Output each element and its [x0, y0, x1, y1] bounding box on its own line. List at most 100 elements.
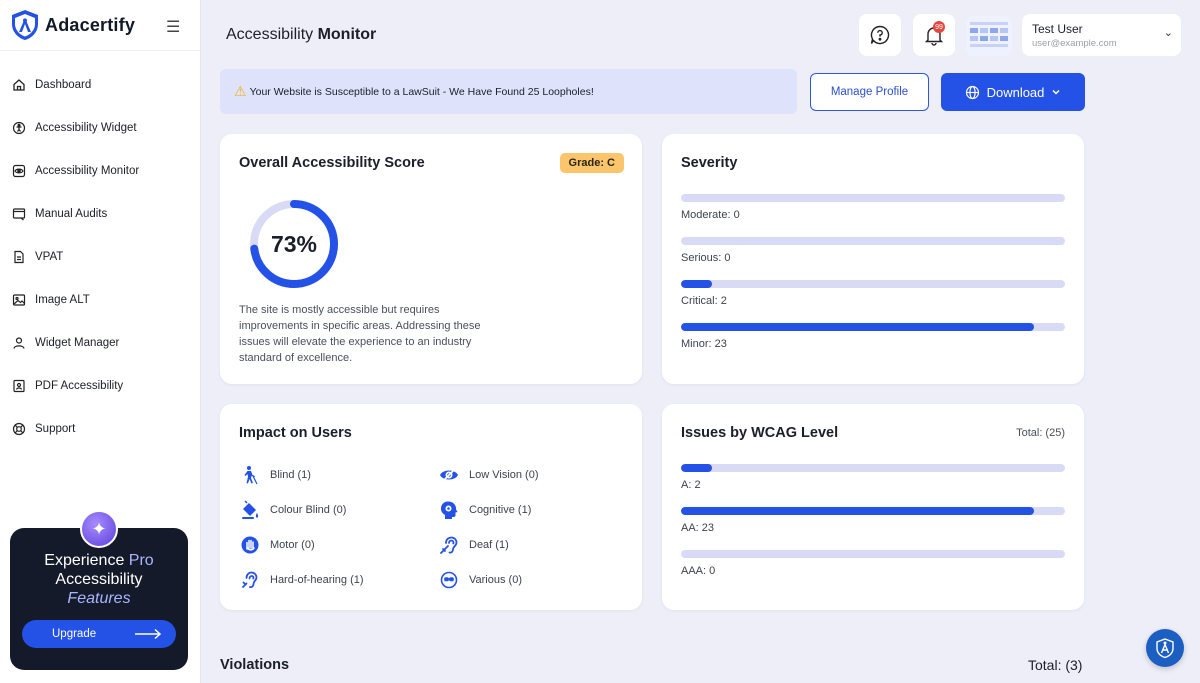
- bar-track: [681, 323, 1065, 331]
- score-gauge: [250, 200, 338, 288]
- accessibility-widget-button[interactable]: [1146, 629, 1184, 667]
- help-chat-icon: [870, 25, 890, 45]
- bar-track: [681, 507, 1065, 515]
- brand[interactable]: Adacertify: [0, 0, 200, 51]
- bar-track: [681, 280, 1065, 288]
- bar-label: A: 2: [681, 479, 701, 491]
- app-name: Adacertify: [45, 14, 136, 35]
- page-title-prefix: Accessibility: [226, 26, 318, 43]
- bar-label: Minor: 23: [681, 338, 727, 350]
- impact-item-deaf: Deaf (1): [438, 534, 509, 556]
- score-gauge-arc: [250, 200, 338, 288]
- notifications-button[interactable]: 99: [913, 14, 955, 56]
- sidebar-item-image-alt[interactable]: Image ALT: [0, 278, 200, 321]
- lawsuit-alert: ⚠ Your Website is Susceptible to a LawSu…: [220, 69, 797, 114]
- promo-pro-text: Pro: [128, 552, 154, 569]
- sidebar-item-vpat[interactable]: VPAT: [0, 235, 200, 278]
- user-email: user@example.com: [1032, 38, 1117, 49]
- impact-item-motor: Motor (0): [239, 534, 315, 556]
- score-description: The site is mostly accessible but requir…: [239, 304, 481, 364]
- severity-card: Severity Moderate: 0 Serious: 0 Critical…: [662, 134, 1084, 384]
- impact-item-low-vision: Low Vision (0): [438, 464, 539, 486]
- sidebar-item-label: Accessibility Monitor: [35, 164, 140, 177]
- sidebar-item-pdf-accessibility[interactable]: PDF Accessibility: [0, 364, 200, 407]
- impact-item-colour-blind: Colour Blind (0): [239, 499, 346, 521]
- bar-fill: [681, 280, 712, 288]
- bar-fill: [681, 464, 712, 472]
- sidebar-item-widget-manager[interactable]: Widget Manager: [0, 321, 200, 364]
- violations-total: Total: (3): [1028, 657, 1083, 673]
- bar-label: Moderate: 0: [681, 209, 740, 221]
- accessibility-logo-icon: [1156, 638, 1174, 659]
- sidebar-item-label: Manual Audits: [35, 207, 108, 220]
- accessibility-icon: [12, 121, 26, 135]
- site-thumbnail[interactable]: [966, 16, 1012, 56]
- bar-track: [681, 237, 1065, 245]
- grade-badge: Grade: C: [559, 153, 624, 173]
- severity-row-critical: Critical: 2: [681, 280, 1065, 307]
- hamburger-icon[interactable]: ☰: [166, 19, 181, 36]
- sidebar-item-accessibility-monitor[interactable]: Accessibility Monitor: [0, 149, 200, 192]
- severity-row-minor: Minor: 23: [681, 323, 1065, 350]
- hearing-icon: [239, 569, 261, 591]
- adacertify-logo-icon: [12, 10, 38, 40]
- user-manager-icon: [12, 336, 26, 350]
- upgrade-promo-card: ✦ Experience Pro Accessibility Features …: [10, 510, 188, 670]
- wcag-row-aa: AA: 23: [681, 507, 1065, 534]
- image-icon: [12, 293, 26, 307]
- wcag-row-aaa: AAA: 0: [681, 550, 1065, 577]
- impact-item-cognitive: Cognitive (1): [438, 499, 531, 521]
- bar-track: [681, 194, 1065, 202]
- sidebar-item-manual-audits[interactable]: Manual Audits: [0, 192, 200, 235]
- upgrade-button-label: Upgrade: [52, 628, 97, 640]
- impact-label: Hard-of-hearing (1): [270, 574, 364, 586]
- wcag-row-a: A: 2: [681, 464, 1065, 491]
- sidebar: Adacertify ☰ Dashboard Accessibility Wid…: [0, 0, 201, 683]
- deaf-ear-icon: [438, 534, 460, 556]
- wcag-total: Total: (25): [1016, 427, 1065, 439]
- pdf-icon: [12, 379, 26, 393]
- blind-person-icon: [239, 464, 261, 486]
- sidebar-item-support[interactable]: Support: [0, 407, 200, 450]
- sidebar-item-label: PDF Accessibility: [35, 379, 124, 392]
- download-button-label: Download: [986, 84, 1045, 100]
- sidebar-item-label: Accessibility Widget: [35, 121, 137, 134]
- motor-hand-icon: [239, 534, 261, 556]
- bar-fill: [681, 323, 1035, 331]
- impact-item-various: Various (0): [438, 569, 522, 591]
- severity-row-serious: Serious: 0: [681, 237, 1065, 264]
- promo-line-3: Features: [67, 590, 131, 607]
- download-button[interactable]: Download: [941, 73, 1085, 111]
- sidebar-item-label: Widget Manager: [35, 336, 120, 349]
- user-menu[interactable]: Test User user@example.com ⌄: [1022, 14, 1181, 56]
- impact-card-title: Impact on Users: [239, 425, 352, 441]
- chevron-down-icon: [1052, 89, 1060, 95]
- sidebar-item-label: Image ALT: [35, 293, 90, 306]
- help-button[interactable]: [859, 14, 901, 56]
- bar-label: Serious: 0: [681, 252, 731, 264]
- upgrade-button[interactable]: Upgrade: [22, 620, 176, 648]
- wcag-level-card: Issues by WCAG Level Total: (25) A: 2 AA…: [662, 404, 1084, 610]
- sidebar-nav: Dashboard Accessibility Widget Accessibi…: [0, 63, 200, 450]
- low-vision-eye-icon: [438, 464, 460, 486]
- violations-title: Violations: [220, 657, 290, 673]
- eye-monitor-icon: [12, 164, 26, 178]
- warning-icon: ⚠: [234, 83, 247, 99]
- promo-line-2: Accessibility: [55, 571, 143, 588]
- impact-item-blind: Blind (1): [239, 464, 311, 486]
- sidebar-item-accessibility-widget[interactable]: Accessibility Widget: [0, 106, 200, 149]
- wcag-card-title: Issues by WCAG Level: [681, 425, 839, 441]
- notification-badge: 99: [933, 21, 945, 33]
- alert-text: Your Website is Susceptible to a LawSuit…: [249, 85, 594, 98]
- home-icon: [12, 78, 26, 92]
- globe-icon: [965, 85, 979, 99]
- various-icon: [438, 569, 460, 591]
- score-percent: 73%: [270, 230, 318, 257]
- paint-bucket-icon: [239, 499, 261, 521]
- bar-label: AAA: 0: [681, 565, 716, 577]
- promo-line-1: Experience Pro: [10, 551, 188, 570]
- impact-label: Cognitive (1): [469, 504, 532, 516]
- manage-profile-button[interactable]: Manage Profile: [810, 73, 929, 111]
- sidebar-item-dashboard[interactable]: Dashboard: [0, 63, 200, 106]
- impact-label: Motor (0): [270, 539, 315, 551]
